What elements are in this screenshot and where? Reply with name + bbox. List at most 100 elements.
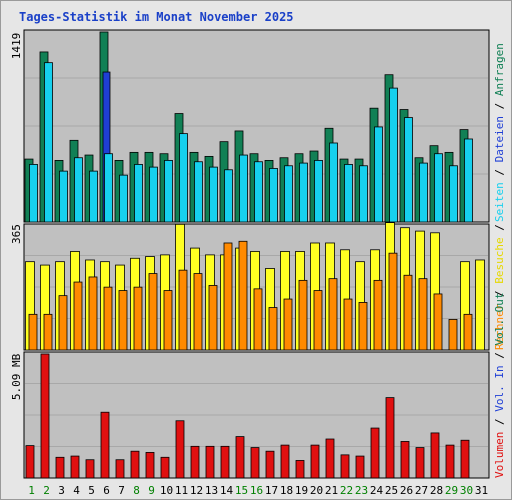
- day-label: 30: [460, 484, 473, 497]
- bar-volumen: [415, 447, 425, 479]
- day-label: 22: [340, 484, 353, 497]
- bar-seiten: [359, 165, 368, 223]
- bar-rechner: [268, 307, 278, 351]
- day-label: 5: [88, 484, 95, 497]
- legend-sep-2: /: [493, 96, 506, 116]
- bar-seiten: [104, 153, 113, 223]
- day-label: 10: [160, 484, 173, 497]
- day-label: 27: [415, 484, 428, 497]
- bar-seiten: [389, 87, 398, 223]
- bar-volumen: [160, 456, 170, 479]
- bar-rechner: [448, 319, 458, 351]
- day-label: 25: [385, 484, 398, 497]
- bar-volumen: [400, 441, 410, 479]
- requests-ymax-label: 1419: [10, 33, 23, 60]
- bar-rechner: [283, 298, 293, 351]
- bar-seiten: [269, 168, 278, 223]
- bar-rechner: [148, 273, 158, 351]
- bar-volumen: [70, 455, 80, 479]
- bar-rechner: [58, 295, 68, 351]
- bar-seiten: [119, 174, 128, 223]
- bar-rechner: [208, 285, 218, 351]
- bar-rechner: [253, 288, 263, 351]
- bar-volumen: [220, 445, 230, 479]
- bar-seiten: [434, 153, 443, 223]
- bar-rechner: [28, 313, 38, 351]
- day-label: 26: [400, 484, 413, 497]
- day-label: 29: [445, 484, 458, 497]
- bar-volumen: [325, 438, 335, 479]
- bar-rechner: [433, 293, 443, 351]
- day-label: 23: [355, 484, 368, 497]
- bar-volumen: [385, 397, 395, 479]
- bar-volumen: [340, 454, 350, 479]
- svg-text:Rechner / Besuche /: Rechner / Besuche /: [493, 224, 506, 350]
- legend-sep-5: /: [493, 412, 506, 432]
- bar-seiten: [449, 165, 458, 223]
- bar-seiten: [224, 169, 233, 223]
- legend-sep-4: /: [493, 224, 506, 237]
- svg-text:Volumen / Vol. In / Vol. Out: Volumen / Vol. In / Vol. Out: [493, 293, 506, 478]
- bar-volumen: [25, 445, 35, 479]
- bar-seiten: [374, 126, 383, 223]
- bar-volumen: [265, 450, 275, 479]
- bar-seiten: [329, 142, 338, 223]
- day-label: 3: [58, 484, 65, 497]
- volume-ymax-label: 5.09 MB: [10, 353, 23, 400]
- bar-seiten: [419, 162, 428, 223]
- visits-legend: Rechner / Besuche /: [493, 224, 506, 350]
- chart-title: Tages-Statistik im Monat November 2025: [19, 10, 294, 24]
- bar-volumen: [460, 439, 470, 479]
- legend-rechner: Rechner: [493, 303, 506, 350]
- bar-seiten: [344, 164, 353, 223]
- bar-volumen: [205, 445, 215, 479]
- bar-seiten: [239, 154, 248, 223]
- bar-rechner: [43, 313, 53, 351]
- day-label: 20: [310, 484, 323, 497]
- bar-seiten: [209, 166, 218, 223]
- bar-seiten: [44, 62, 53, 223]
- legend-seiten: Seiten: [493, 182, 506, 222]
- bar-volumen: [190, 445, 200, 479]
- bar-rechner: [193, 273, 203, 351]
- legend-vol-in: Vol. In: [493, 365, 506, 411]
- bar-rechner: [298, 279, 308, 351]
- bar-volumen: [235, 436, 245, 479]
- bar-seiten: [134, 164, 143, 223]
- bar-seiten: [89, 170, 98, 223]
- bar-volumen: [145, 452, 155, 479]
- bar-seiten: [299, 162, 308, 223]
- day-labels: 1 2 3 4 5 6 7 8 9 10 11 12 13 14 15 16 17 18 19 20 21 22 23 24 2…: [28, 484, 488, 497]
- bar-volumen: [55, 456, 65, 479]
- bar-seiten: [59, 170, 68, 223]
- bar-volumen: [445, 444, 455, 479]
- bar-rechner: [463, 313, 473, 351]
- bar-volumen: [430, 432, 440, 479]
- bar-volumen: [85, 459, 95, 479]
- bar-seiten: [194, 161, 203, 223]
- bar-rechner: [418, 278, 428, 351]
- bar-besuche: [475, 259, 485, 351]
- bar-rechner: [358, 302, 368, 351]
- bar-seiten: [314, 160, 323, 223]
- bar-rechner: [163, 290, 173, 351]
- day-label: 7: [118, 484, 125, 497]
- day-label: 19: [295, 484, 308, 497]
- day-label: 12: [190, 484, 203, 497]
- day-label: 15: [235, 484, 248, 497]
- bar-rechner: [223, 242, 233, 351]
- day-label: 24: [370, 484, 384, 497]
- bar-seiten: [464, 138, 473, 223]
- svg-text:Seiten / Dateien / Anfragen: Seiten / Dateien / Anfragen: [493, 43, 506, 222]
- bar-volumen: [175, 420, 185, 479]
- volume-legend: Volumen / Vol. In / Vol. Out: [493, 293, 506, 478]
- bar-rechner: [373, 279, 383, 351]
- bar-rechner: [73, 281, 83, 351]
- bar-volumen: [355, 455, 365, 479]
- bar-rechner: [328, 278, 338, 351]
- bar-seiten: [164, 160, 173, 223]
- day-label: 9: [148, 484, 155, 497]
- day-label: 28: [430, 484, 443, 497]
- bar-rechner: [343, 298, 353, 351]
- day-label: 21: [325, 484, 338, 497]
